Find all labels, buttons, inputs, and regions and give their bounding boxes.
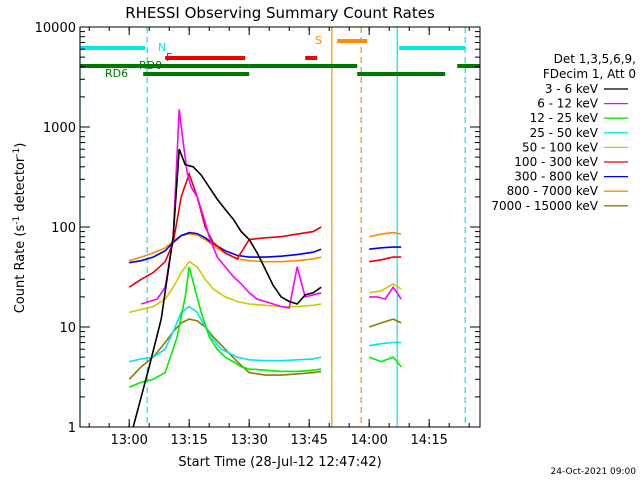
series-line-2-1 (368, 356, 402, 368)
chart-title: RHESSI Observing Summary Count Rates (125, 4, 435, 22)
flag-label-rd6: RD6 (105, 67, 128, 80)
legend-label-8: 7000 - 15000 keV (491, 199, 598, 213)
y-axis: 1 10 100 1000 10000 (35, 21, 480, 436)
series-line-6-1 (369, 246, 402, 250)
x-tick-label-5: 14:15 (410, 433, 447, 448)
y-tick-label-1: 10 (59, 321, 76, 336)
footer-date: 24-Oct-2021 09:00 (551, 467, 637, 477)
y-axis-label-main: Count Rate (s (13, 225, 28, 314)
legend-label-3: 25 - 50 keV (530, 126, 599, 140)
flag-label-n: N (158, 41, 166, 54)
legend-label-7: 800 - 7000 keV (507, 184, 599, 198)
y-axis-label-end: ) (13, 143, 28, 148)
flag-label-f: F (166, 51, 172, 64)
legend-label-0: 3 - 6 keV (545, 82, 599, 96)
series-line-2-0 (128, 266, 322, 388)
y-tick-label-4: 10000 (35, 21, 76, 36)
legend-header-line-1: Det 1,3,5,6,9, (554, 52, 636, 66)
y-tick-label-2: 100 (51, 221, 76, 236)
series-line-6-0 (129, 231, 322, 264)
series-line-7-1 (369, 231, 402, 238)
series-line-5-1 (369, 256, 402, 263)
x-tick-label-2: 13:30 (230, 433, 267, 448)
legend-header-line-2: FDecim 1, Att 0 (543, 67, 636, 81)
series-line-3-1 (369, 341, 402, 347)
x-tick-label-1: 13:15 (170, 433, 207, 448)
series-line-0-0 (132, 148, 322, 428)
flag-label-rd0: RD0 (139, 59, 162, 72)
legend-label-6: 300 - 800 keV (514, 170, 598, 184)
y-axis-label-exponent-1: -1 (12, 216, 22, 225)
series-line-8-1 (368, 318, 402, 328)
legend-label-1: 6 - 12 keV (537, 97, 599, 111)
series-line-4-1 (369, 282, 402, 294)
plot-area: NF S RD0 RD6 (79, 27, 480, 428)
x-tick-label-4: 14:00 (350, 433, 387, 448)
y-tick-label-3: 1000 (43, 121, 76, 136)
series-line-7-0 (128, 233, 322, 263)
flag-label-s: S (315, 34, 322, 47)
x-axis-label: Start Time (28-Jul-12 12:47:42) (178, 455, 381, 470)
y-axis-label: Count Rate (s-1 detector-1) (12, 143, 28, 314)
x-tick-label-3: 13:45 (290, 433, 327, 448)
y-tick-label-0: 1 (68, 421, 76, 436)
y-axis-label-exponent-2: -1 (12, 148, 22, 157)
legend-label-4: 50 - 100 keV (522, 140, 599, 154)
series-line-1-1 (369, 285, 402, 301)
legend: Det 1,3,5,6,9, FDecim 1, Att 0 3 - 6 keV… (491, 52, 636, 213)
legend-label-2: 12 - 25 keV (530, 111, 599, 125)
y-axis-label-middle: detector (13, 156, 28, 216)
series-line-3-0 (129, 305, 322, 363)
legend-label-5: 100 - 300 keV (514, 155, 598, 169)
x-tick-label-0: 13:00 (110, 433, 147, 448)
x-axis: 13:00 13:15 13:30 13:45 14:00 14:15 (88, 27, 470, 448)
